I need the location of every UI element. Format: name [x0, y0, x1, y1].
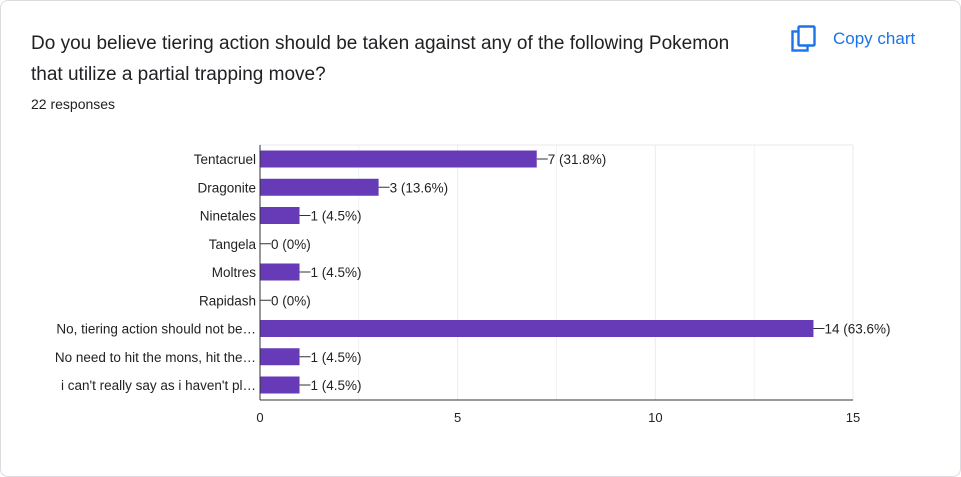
category-label: Dragonite [197, 180, 256, 195]
data-label: 1 (4.5%) [311, 378, 362, 393]
copy-chart-button[interactable]: Copy chart [791, 23, 915, 55]
bars [260, 150, 814, 394]
data-label: 1 (4.5%) [311, 265, 362, 280]
bar[interactable] [260, 150, 537, 168]
copy-chart-label: Copy chart [833, 29, 916, 48]
bar[interactable] [260, 320, 814, 337]
bar[interactable] [260, 263, 300, 281]
data-label: 1 (4.5%) [311, 209, 362, 224]
copy-icon [791, 25, 816, 52]
category-label: Rapidash [199, 293, 256, 308]
data-label: 3 (13.6%) [390, 180, 449, 195]
data-label: 7 (31.8%) [548, 152, 607, 167]
x-tick-label: 10 [648, 410, 662, 425]
x-tick-label: 0 [256, 410, 263, 425]
grid-lines [260, 144, 854, 400]
x-tick-label: 15 [846, 410, 860, 425]
category-label: Moltres [212, 265, 257, 280]
category-label: i can't really say as i haven't pl… [61, 378, 256, 393]
data-label: 1 (4.5%) [311, 350, 362, 365]
response-count: 22 responses [31, 96, 116, 112]
category-label: Tangela [209, 237, 257, 252]
data-label: 0 (0%) [271, 237, 311, 252]
bar[interactable] [260, 376, 300, 394]
data-label: 14 (63.6%) [824, 322, 890, 337]
axes [259, 145, 853, 401]
category-label: Ninetales [200, 209, 257, 224]
category-label: No need to hit the mons, hit the… [55, 350, 256, 365]
bar[interactable] [260, 207, 300, 224]
bar[interactable] [260, 348, 300, 366]
x-tick-label: 5 [454, 410, 461, 425]
question-title: Do you believe tiering action should be … [31, 33, 730, 85]
bar[interactable] [260, 178, 379, 196]
category-label: No, tiering action should not be… [56, 322, 256, 337]
category-label: Tentacruel [194, 152, 256, 167]
data-label: 0 (0%) [271, 293, 311, 308]
labels: 0 5 10 15 Tentacruel 7 (31.8%) Dragonite 3 (13.… [55, 152, 891, 425]
